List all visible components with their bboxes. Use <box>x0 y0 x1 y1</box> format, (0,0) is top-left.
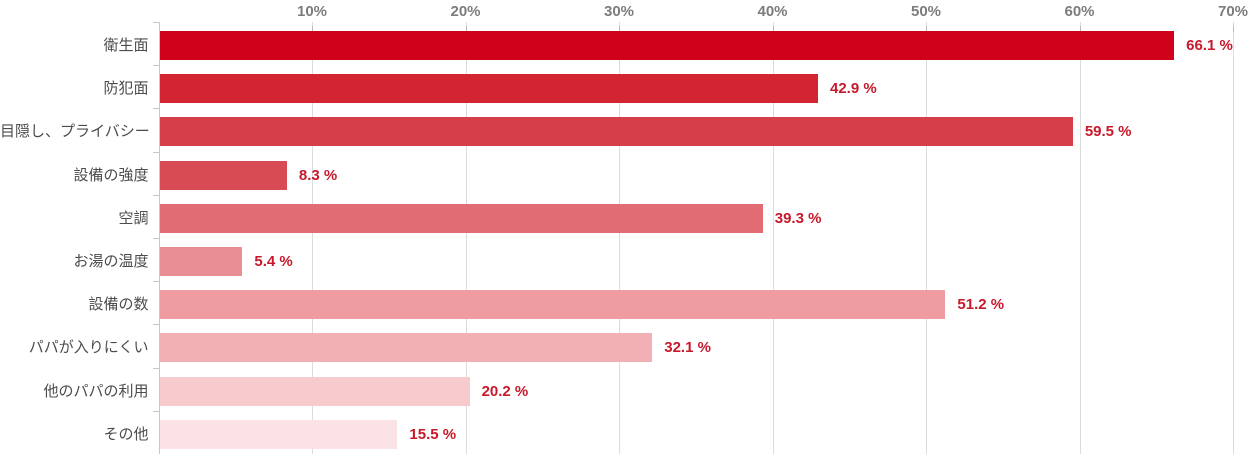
x-tick-mark <box>1233 26 1234 32</box>
gridline-20% <box>465 22 467 454</box>
category-label: 衛生面 <box>103 37 149 54</box>
y-axis-tick <box>152 367 159 369</box>
gridline-30% <box>619 22 620 454</box>
x-tick-mark <box>465 26 467 32</box>
bar <box>159 160 287 190</box>
gridline-60% <box>1079 22 1081 454</box>
value-label: 8.3 % <box>298 166 338 184</box>
y-axis-tick <box>152 238 159 239</box>
y-axis-tick <box>152 281 159 283</box>
bar <box>159 74 818 104</box>
y-axis-tick <box>152 108 159 110</box>
category-label: その他 <box>103 425 149 443</box>
y-axis-tick <box>152 194 159 196</box>
category-label: 他のパパの利用 <box>43 382 149 400</box>
value-label: 20.2 % <box>481 382 529 400</box>
x-tick-label: 70% <box>1217 3 1249 20</box>
bar <box>159 247 243 276</box>
bar <box>159 333 653 363</box>
x-tick-label: 50% <box>910 3 942 20</box>
value-label: 5.4 % <box>254 253 293 270</box>
category-label: お湯の温度 <box>73 253 149 270</box>
value-label: 42.9 % <box>830 80 877 98</box>
category-label: 空調 <box>118 209 149 227</box>
y-axis-tick <box>152 324 159 326</box>
value-label: 59.5 % <box>1084 123 1132 141</box>
category-label: パパが入りにくい <box>28 339 149 357</box>
x-tick-label: 30% <box>603 3 635 20</box>
x-tick-mark <box>772 26 774 32</box>
value-label: 39.3 % <box>774 209 822 227</box>
value-label: 32.1 % <box>664 339 711 357</box>
y-axis-tick <box>152 151 159 153</box>
category-label: 目隠し、プライバシー <box>0 123 150 141</box>
y-axis-tick <box>152 410 159 412</box>
gridline-10% <box>312 22 313 454</box>
x-tick-label: 40% <box>757 3 788 20</box>
bar <box>159 419 398 449</box>
x-tick-label: 60% <box>1064 3 1095 20</box>
y-axis-tick <box>152 22 159 23</box>
value-label: 15.5 % <box>409 425 457 443</box>
x-tick-mark <box>1079 26 1081 32</box>
x-tick-mark <box>619 26 620 32</box>
category-label: 防犯面 <box>103 80 149 98</box>
x-tick-label: 20% <box>450 3 481 20</box>
bar <box>159 203 763 233</box>
bar <box>159 31 1175 60</box>
bar <box>159 376 470 406</box>
category-label: 設備の強度 <box>73 166 149 184</box>
gridline-50% <box>926 22 927 454</box>
y-axis-tick <box>152 65 159 67</box>
bar <box>159 290 946 320</box>
y-axis-line <box>158 22 160 454</box>
category-label: 設備の数 <box>88 296 149 314</box>
x-tick-label: 10% <box>296 3 328 20</box>
x-tick-mark <box>312 26 313 32</box>
gridline-40% <box>772 22 774 454</box>
value-label: 66.1 % <box>1186 37 1233 54</box>
x-tick-mark <box>926 26 927 32</box>
gridline-70% <box>1233 22 1234 454</box>
value-label: 51.2 % <box>957 296 1005 314</box>
bar <box>159 117 1073 147</box>
